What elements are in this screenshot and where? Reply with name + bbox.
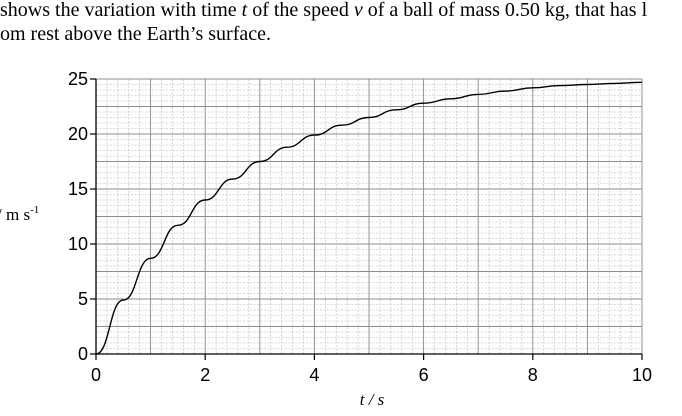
x-tick-label: 10 <box>632 365 652 385</box>
y-tick-label: 0 <box>78 344 88 364</box>
question-line-2: om rest above the Earth’s surface. <box>0 23 272 45</box>
x-tick-label: 6 <box>419 365 429 385</box>
x-axis-label: t / s <box>360 390 385 409</box>
y-axis-label: / m s-1 <box>0 204 39 224</box>
axes <box>90 78 643 360</box>
y-tick-label: 25 <box>68 69 88 89</box>
question-text: shows the variation with time t of the s… <box>0 0 647 46</box>
data-series <box>95 81 643 355</box>
question-line-1: shows the variation with time t of the s… <box>0 0 648 21</box>
y-tick-label: 10 <box>68 234 88 254</box>
x-tick-label: 2 <box>200 365 210 385</box>
x-tick-label: 8 <box>528 365 538 385</box>
major-grid <box>95 78 643 355</box>
y-tick-label: 5 <box>78 289 88 309</box>
speed-curve <box>95 81 643 355</box>
x-tick-label: 4 <box>309 365 319 385</box>
x-tick-label: 0 <box>91 365 101 385</box>
tick-labels: 0 5 10 15 20 25 0 2 4 6 8 10 <box>68 69 652 385</box>
y-tick-label: 20 <box>68 124 88 144</box>
y-tick-label: 15 <box>68 179 88 199</box>
